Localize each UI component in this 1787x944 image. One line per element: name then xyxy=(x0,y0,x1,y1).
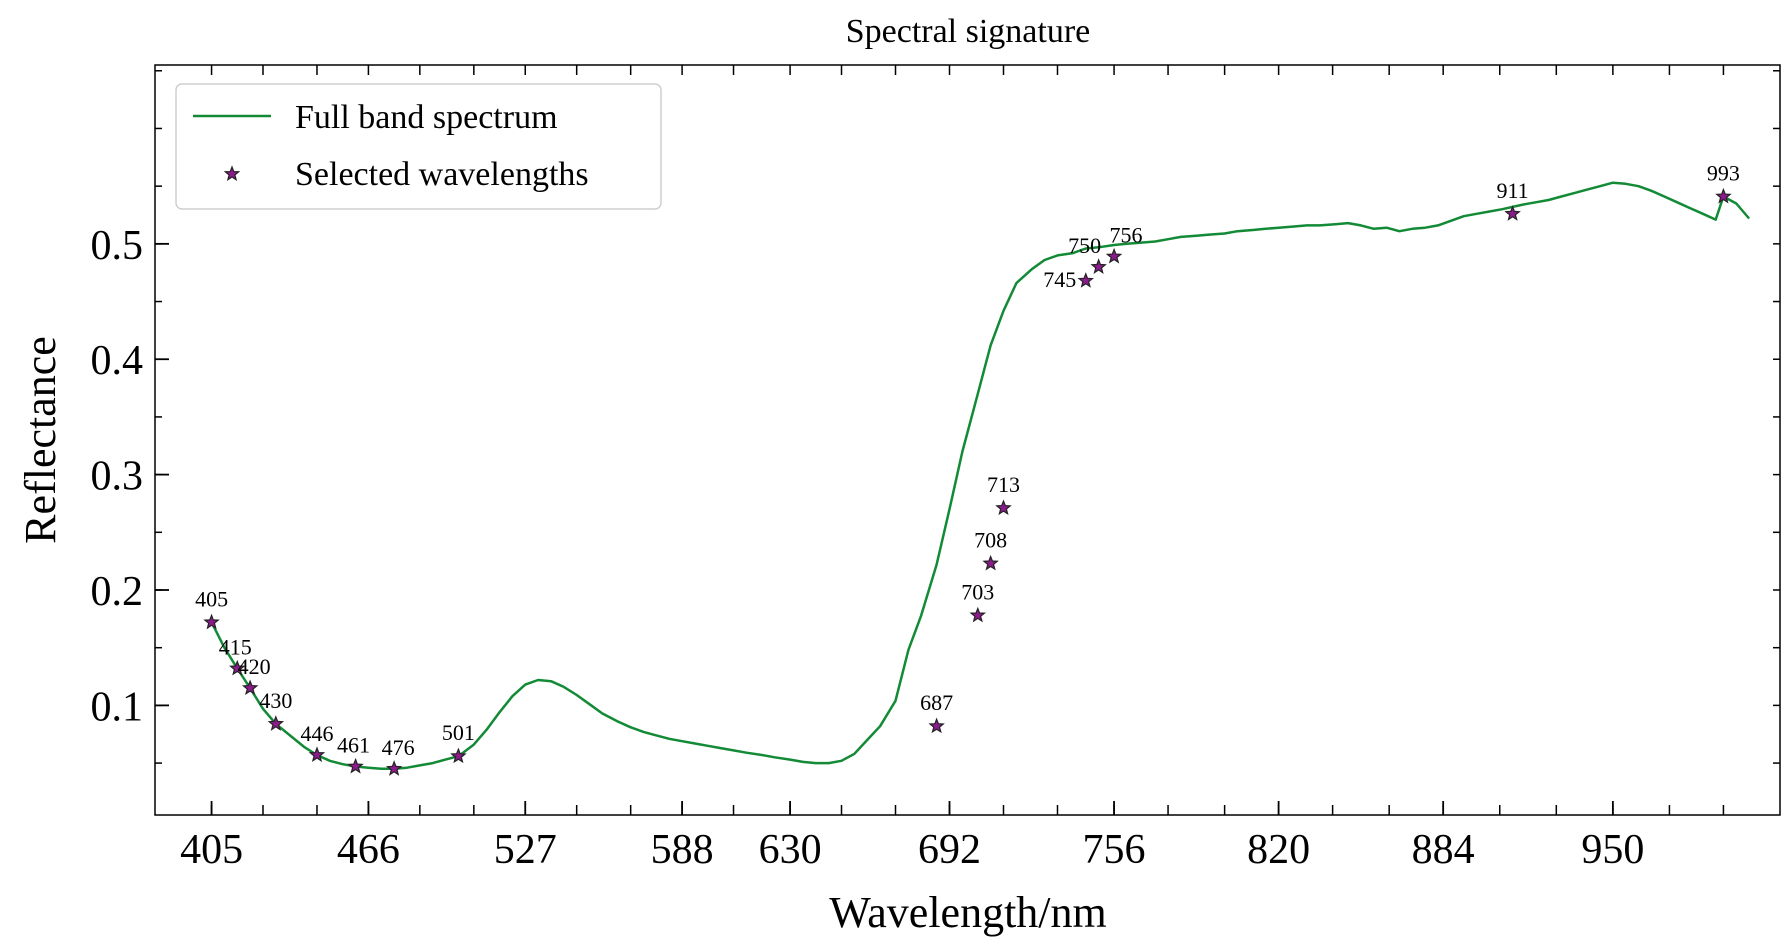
wavelength-annotation: 745 xyxy=(1043,267,1076,292)
y-tick-label: 0.2 xyxy=(91,569,144,615)
plot-area-frame xyxy=(154,64,1781,816)
selected-wavelength-marker xyxy=(347,757,364,774)
selected-wavelength-marker xyxy=(928,717,945,734)
selected-wavelength-marker xyxy=(969,606,987,623)
y-tick-label: 0.4 xyxy=(91,338,144,384)
x-tick-label: 630 xyxy=(759,827,822,873)
selected-wavelength-marker xyxy=(450,747,467,764)
y-tick-label: 0.3 xyxy=(91,454,144,500)
selected-wavelength-marker xyxy=(203,613,220,630)
selected-wavelength-marker xyxy=(995,499,1012,516)
wavelength-annotation: 501 xyxy=(442,720,475,745)
wavelength-annotation: 420 xyxy=(238,654,271,679)
x-tick-label: 692 xyxy=(918,827,981,873)
selected-wavelength-marker xyxy=(385,760,403,776)
x-tick-label: 527 xyxy=(494,827,557,873)
x-axis-ticks: 405 466 527 588 630 692 756 820 884 950 xyxy=(180,65,1725,873)
selected-wavelength-marker xyxy=(1504,205,1521,221)
x-tick-label: 405 xyxy=(180,827,243,873)
y-axis-label: Reflectance xyxy=(16,336,65,544)
wavelength-annotation: 993 xyxy=(1707,161,1740,186)
legend-label-selected: Selected wavelengths xyxy=(295,156,589,193)
wavelength-annotation: 430 xyxy=(259,688,292,713)
x-tick-label: 756 xyxy=(1083,827,1146,873)
wavelength-annotation: 713 xyxy=(987,472,1020,497)
wavelength-annotation: 911 xyxy=(1497,178,1529,203)
legend-label-full-band: Full band spectrum xyxy=(295,99,558,136)
wavelength-annotation: 476 xyxy=(382,735,415,760)
x-tick-label: 466 xyxy=(337,827,400,873)
x-tick-label: 820 xyxy=(1247,827,1310,873)
x-tick-label: 884 xyxy=(1412,827,1475,873)
legend-box xyxy=(175,83,662,210)
wavelength-annotation: 750 xyxy=(1068,233,1101,258)
y-axis-ticks: 0.1 0.2 0.3 0.4 0.5 xyxy=(91,70,1780,764)
selected-wavelength-marker xyxy=(1105,247,1123,264)
selected-wavelength-marker xyxy=(982,554,999,571)
selected-wavelength-marker xyxy=(1715,187,1732,204)
selected-wavelength-marker xyxy=(1090,258,1107,274)
full-band-spectrum-line xyxy=(210,181,1751,771)
x-axis-label: Wavelength/nm xyxy=(829,888,1107,937)
x-tick-label: 950 xyxy=(1581,827,1644,873)
legend-star-marker xyxy=(223,165,241,182)
wavelength-annotation: 415 xyxy=(219,634,252,659)
wavelength-annotation: 708 xyxy=(974,527,1007,552)
wavelength-annotation: 405 xyxy=(195,586,228,611)
selected-wavelength-markers xyxy=(203,187,1732,776)
selected-wavelength-marker xyxy=(1077,272,1094,288)
y-tick-label: 0.5 xyxy=(91,223,144,269)
selected-wavelength-marker xyxy=(267,715,285,731)
wavelength-annotation: 461 xyxy=(337,733,370,758)
selected-wavelength-marker xyxy=(308,746,326,763)
selected-wavelength-marker xyxy=(241,679,259,696)
chart-title: Spectral signature xyxy=(846,13,1091,50)
wavelength-annotation: 687 xyxy=(920,690,953,715)
legend: Full band spectrum Selected wavelengths xyxy=(175,83,662,210)
selected-wavelength-marker xyxy=(229,659,246,676)
y-tick-label: 0.1 xyxy=(91,684,144,730)
wavelength-annotation: 703 xyxy=(961,579,994,604)
wavelength-annotation: 446 xyxy=(300,721,333,746)
x-tick-label: 588 xyxy=(651,827,714,873)
wavelength-annotation: 756 xyxy=(1110,223,1143,248)
